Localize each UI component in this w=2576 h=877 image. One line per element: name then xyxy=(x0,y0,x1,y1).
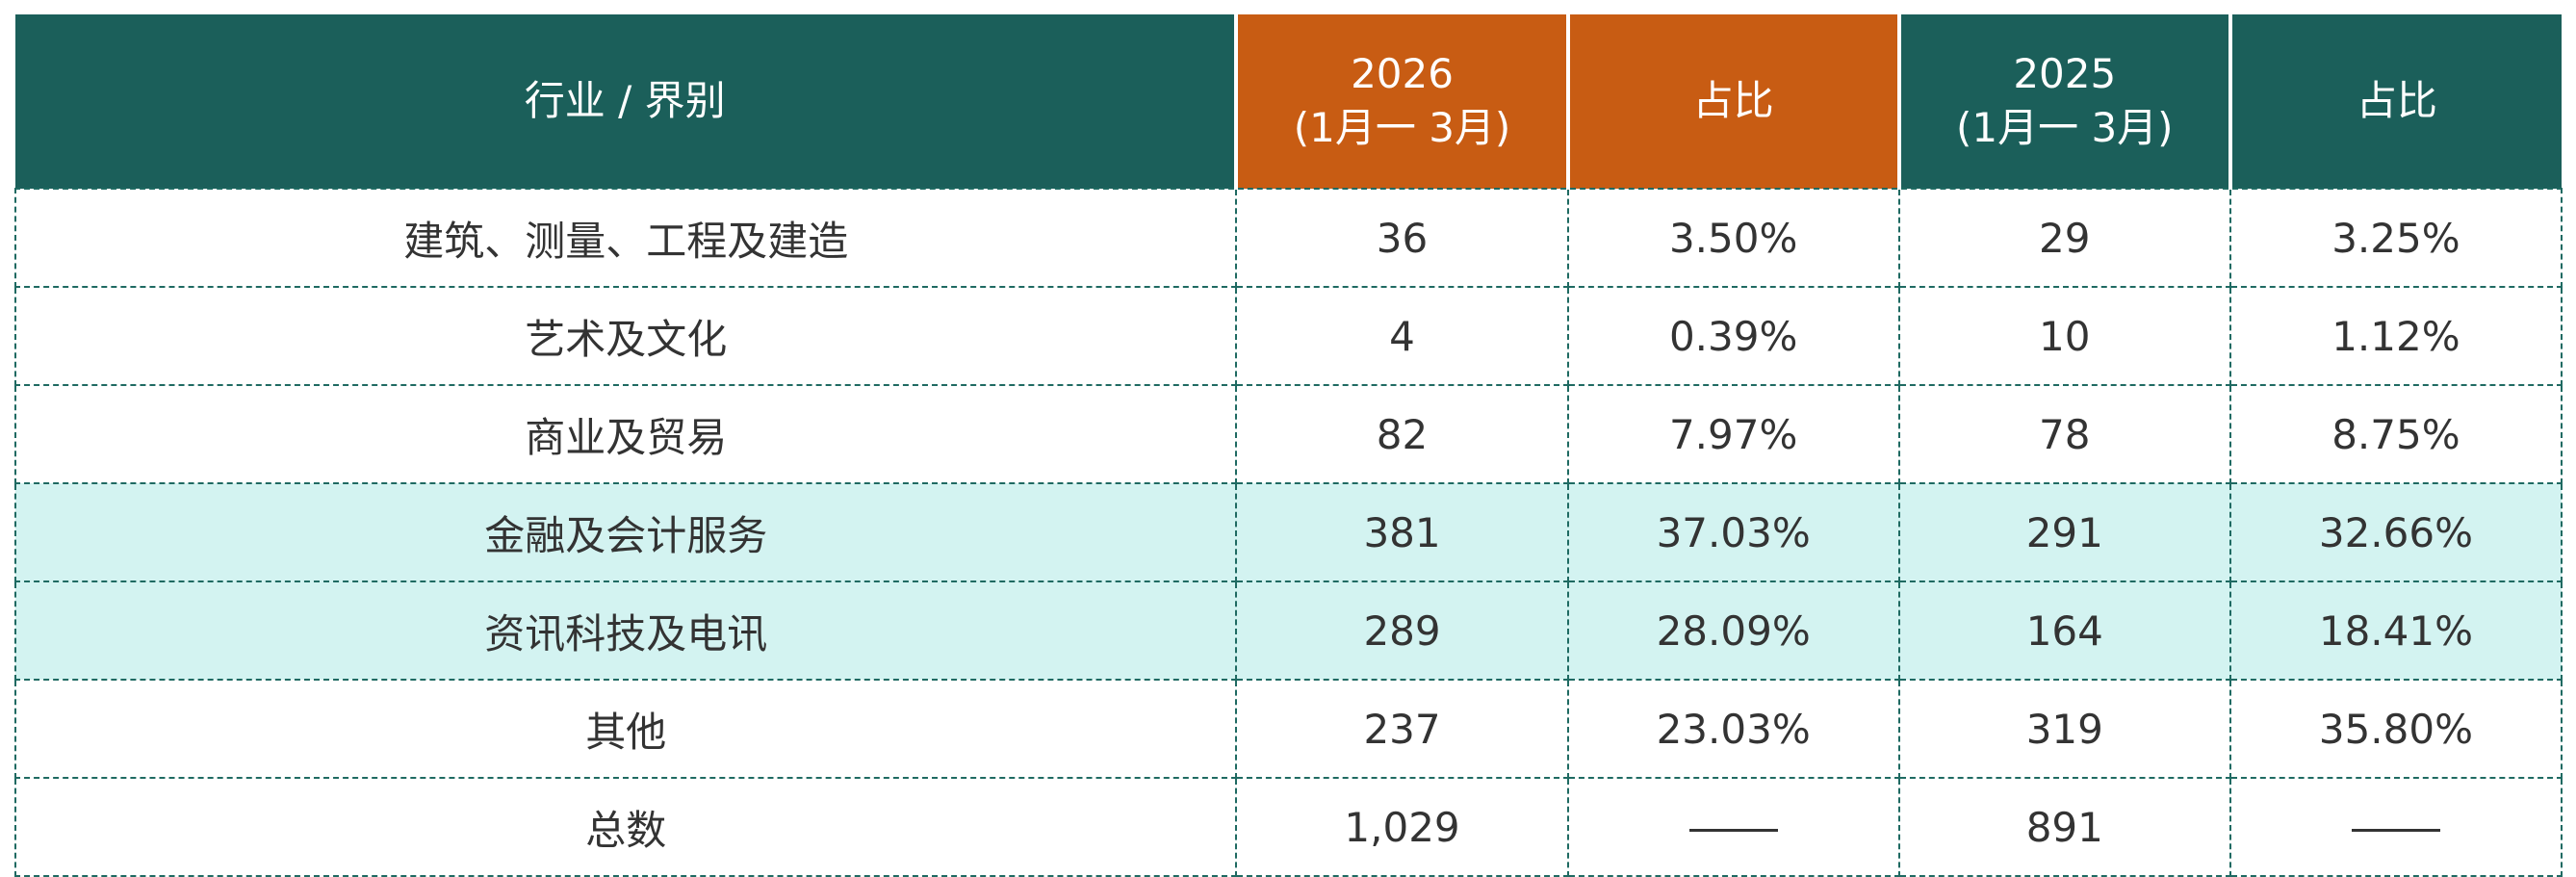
table-row: 商业及贸易 82 7.97% 78 8.75% xyxy=(13,384,2563,484)
header-row: 行业 / 界别 2026 (1月一 3月) 占比 2025 (1月一 3月) 占… xyxy=(15,14,2562,189)
cell-share-2026: 28.09% xyxy=(1566,580,1900,681)
cell-share-2025: 35.80% xyxy=(2228,679,2563,779)
cell-share-2026: 37.03% xyxy=(1566,482,1900,582)
header-2025-period: (1月一 3月) xyxy=(1955,104,2174,151)
cell-count-2025: 319 xyxy=(1897,679,2231,779)
header-2025-year: 2025 xyxy=(2013,50,2117,97)
table-row: 金融及会计服务 381 37.03% 291 32.66% xyxy=(13,482,2563,582)
cell-share-2025: 18.41% xyxy=(2228,580,2563,681)
cell-industry: 建筑、测量、工程及建造 xyxy=(13,188,1238,288)
cell-share-2026: 7.97% xyxy=(1566,384,1900,484)
cell-count-2026: 237 xyxy=(1235,679,1569,779)
header-2026-period: (1月一 3月) xyxy=(1293,104,1511,151)
em-dash-placeholder xyxy=(1688,828,1778,832)
cell-industry: 资讯科技及电讯 xyxy=(13,580,1238,681)
cell-industry: 商业及贸易 xyxy=(13,384,1238,484)
cell-count-2025: 291 xyxy=(1897,482,2231,582)
cell-count-2026: 36 xyxy=(1235,188,1569,288)
table-row: 艺术及文化 4 0.39% 10 1.12% xyxy=(13,286,2563,386)
cell-count-2026: 289 xyxy=(1235,580,1569,681)
header-industry: 行业 / 界别 xyxy=(15,14,1239,189)
cell-count-2025: 164 xyxy=(1897,580,2231,681)
cell-count-2025: 10 xyxy=(1897,286,2231,386)
cell-industry: 金融及会计服务 xyxy=(13,482,1238,582)
cell-count-2025: 78 xyxy=(1897,384,2231,484)
header-2025-share: 占比 xyxy=(2229,14,2562,189)
table-row: 资讯科技及电讯 289 28.09% 164 18.41% xyxy=(13,580,2563,681)
cell-count-2026: 381 xyxy=(1235,482,1569,582)
cell-share-2026: 23.03% xyxy=(1566,679,1900,779)
table-header: 行业 / 界别 2026 (1月一 3月) 占比 2025 (1月一 3月) 占… xyxy=(15,14,2562,189)
cell-share-2025: 3.25% xyxy=(2228,188,2563,288)
cell-share-2026: 3.50% xyxy=(1566,188,1900,288)
cell-share-2025: 1.12% xyxy=(2228,286,2563,386)
cell-count-2026: 4 xyxy=(1235,286,1569,386)
em-dash-placeholder xyxy=(2351,828,2440,832)
header-2026-share: 占比 xyxy=(1567,14,1901,189)
cell-industry: 其他 xyxy=(13,679,1238,779)
total-row: 总数 1,029 891 xyxy=(13,777,2563,877)
cell-industry: 艺术及文化 xyxy=(13,286,1238,386)
cell-total-2026: 1,029 xyxy=(1235,777,1569,877)
cell-total-2025: 891 xyxy=(1897,777,2231,877)
cell-count-2025: 29 xyxy=(1897,188,2231,288)
cell-share-2025: 32.66% xyxy=(2228,482,2563,582)
cell-total-share-2025 xyxy=(2228,777,2563,877)
cell-share-2025: 8.75% xyxy=(2228,384,2563,484)
industry-statistics-table: 行业 / 界别 2026 (1月一 3月) 占比 2025 (1月一 3月) 占… xyxy=(13,14,2563,877)
header-2025: 2025 (1月一 3月) xyxy=(1898,14,2232,189)
table-body: 建筑、测量、工程及建造 36 3.50% 29 3.25% 艺术及文化 4 0.… xyxy=(13,188,2563,877)
cell-count-2026: 82 xyxy=(1235,384,1569,484)
cell-total-label: 总数 xyxy=(13,777,1238,877)
table-row: 其他 237 23.03% 319 35.80% xyxy=(13,679,2563,779)
table-row: 建筑、测量、工程及建造 36 3.50% 29 3.25% xyxy=(13,188,2563,288)
cell-share-2026: 0.39% xyxy=(1566,286,1900,386)
header-2026: 2026 (1月一 3月) xyxy=(1236,14,1570,189)
header-2026-year: 2026 xyxy=(1351,50,1454,97)
cell-total-share-2026 xyxy=(1566,777,1900,877)
